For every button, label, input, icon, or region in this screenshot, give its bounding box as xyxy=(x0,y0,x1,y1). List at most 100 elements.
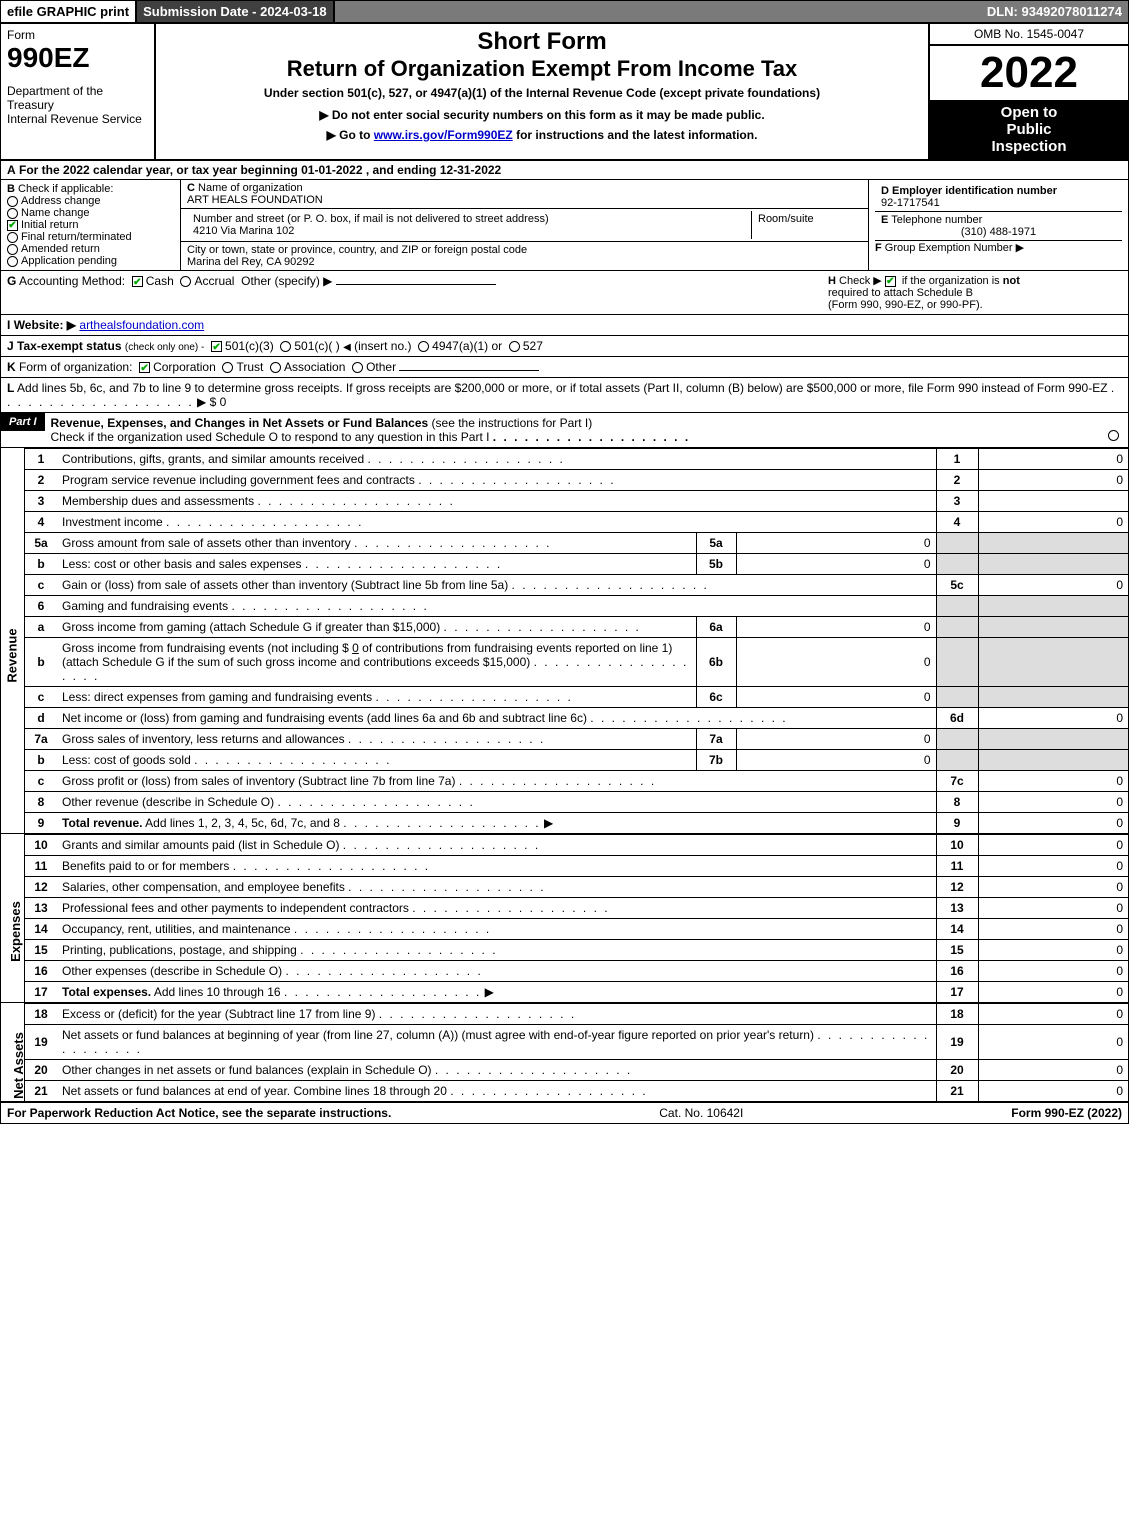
footer-cat: Cat. No. 10642I xyxy=(391,1106,1011,1120)
checkbox-4947[interactable] xyxy=(418,341,429,352)
right-line-number: 21 xyxy=(936,1081,978,1102)
checkbox-app-pending[interactable] xyxy=(7,256,18,267)
line-K: K Form of organization: Corporation Trus… xyxy=(1,357,1128,378)
checkbox-H[interactable] xyxy=(885,276,896,287)
table-row: 2Program service revenue including gover… xyxy=(25,470,1128,491)
checkbox-addr-change[interactable] xyxy=(7,196,18,207)
right-line-number: 12 xyxy=(936,877,978,898)
line-number: a xyxy=(25,617,57,638)
line-desc: Total revenue. Add lines 1, 2, 3, 4, 5c,… xyxy=(57,813,936,834)
checkbox-accrual[interactable] xyxy=(180,276,191,287)
line-desc: Gross profit or (loss) from sales of inv… xyxy=(57,771,936,792)
right-line-number: 16 xyxy=(936,961,978,982)
B-label: B xyxy=(7,183,15,195)
table-row: 3Membership dues and assessments 3 xyxy=(25,491,1128,512)
checkbox-corp[interactable] xyxy=(139,362,150,373)
checkbox-trust[interactable] xyxy=(222,362,233,373)
line-number: 10 xyxy=(25,835,57,856)
checkbox-501c3[interactable] xyxy=(211,341,222,352)
table-row: 11Benefits paid to or for members 110 xyxy=(25,856,1128,877)
footer-form-pre: Form xyxy=(1011,1106,1044,1120)
line-number: 11 xyxy=(25,856,57,877)
right-line-value: 0 xyxy=(978,961,1128,982)
right-line-value: 0 xyxy=(978,1081,1128,1102)
right-line-number: 5c xyxy=(936,575,978,596)
sub-line-number: 5a xyxy=(696,533,736,554)
right-num-shade xyxy=(936,533,978,554)
line-desc: Printing, publications, postage, and shi… xyxy=(57,940,936,961)
table-row: cGross profit or (loss) from sales of in… xyxy=(25,771,1128,792)
line-number: 13 xyxy=(25,898,57,919)
line-desc: Less: cost of goods sold xyxy=(57,750,696,771)
line-number: 17 xyxy=(25,982,57,1003)
table-row: 10Grants and similar amounts paid (list … xyxy=(25,835,1128,856)
checkbox-assoc[interactable] xyxy=(270,362,281,373)
checkbox-amended[interactable] xyxy=(7,244,18,255)
line-desc: Membership dues and assessments xyxy=(57,491,936,512)
checkbox-name-change[interactable] xyxy=(7,208,18,219)
city: Marina del Rey, CA 90292 xyxy=(187,256,315,268)
phone-row: E Telephone number (310) 488-1971 xyxy=(875,212,1122,241)
right-line-number: 14 xyxy=(936,919,978,940)
footer: For Paperwork Reduction Act Notice, see … xyxy=(1,1103,1128,1123)
right-line-number: 6d xyxy=(936,708,978,729)
right-line-value: 0 xyxy=(978,792,1128,813)
section-A: A For the 2022 calendar year, or tax yea… xyxy=(1,161,1128,180)
line-number: 6 xyxy=(25,596,57,617)
footer-right: Form 990-EZ (2022) xyxy=(1011,1106,1122,1120)
K-label: K xyxy=(7,360,16,374)
goto-pre: ▶ Go to xyxy=(327,128,374,142)
insert-no: (insert no.) xyxy=(354,339,411,353)
website-lbl: Website: ▶ xyxy=(14,318,76,332)
checkbox-527[interactable] xyxy=(509,341,520,352)
line-desc: Other expenses (describe in Schedule O) xyxy=(57,961,936,982)
checkbox-initial-return[interactable] xyxy=(7,220,18,231)
right-num-shade xyxy=(936,596,978,617)
checkbox-final-return[interactable] xyxy=(7,232,18,243)
line-desc: Salaries, other compensation, and employ… xyxy=(57,877,936,898)
revenue-section: Revenue 1Contributions, gifts, grants, a… xyxy=(1,448,1128,834)
line-number: 4 xyxy=(25,512,57,533)
table-row: 17Total expenses. Add lines 10 through 1… xyxy=(25,982,1128,1003)
right-num-shade xyxy=(936,638,978,687)
checkbox-cash[interactable] xyxy=(132,276,143,287)
other-blank[interactable] xyxy=(336,284,496,285)
H-label: H xyxy=(828,275,836,287)
website-link[interactable]: arthealsfoundation.com xyxy=(79,318,204,332)
table-row: 18Excess or (deficit) for the year (Subt… xyxy=(25,1004,1128,1025)
checkbox-501c[interactable] xyxy=(280,341,291,352)
amended: Amended return xyxy=(21,243,100,255)
part-I-title2: (see the instructions for Part I) xyxy=(432,416,593,430)
tax-exempt-lbl: Tax-exempt status xyxy=(17,339,121,353)
sub-line-value: 0 xyxy=(736,750,936,771)
sub-line-value: 0 xyxy=(736,638,936,687)
top-bar: efile GRAPHIC print Submission Date - 20… xyxy=(1,1,1128,22)
addr-change: Address change xyxy=(21,195,101,207)
right-line-value: 0 xyxy=(978,835,1128,856)
right-line-number: 3 xyxy=(936,491,978,512)
line-number: 5a xyxy=(25,533,57,554)
irs-label: Internal Revenue Service xyxy=(7,112,148,126)
F-label: F xyxy=(875,242,882,254)
right-line-value: 0 xyxy=(978,982,1128,1003)
ein-row: D Employer identification number 92-1717… xyxy=(875,183,1122,212)
checkbox-other-org[interactable] xyxy=(352,362,363,373)
efile-print[interactable]: efile GRAPHIC print xyxy=(1,1,137,22)
right-line-number: 8 xyxy=(936,792,978,813)
checkbox-schedO[interactable] xyxy=(1108,430,1119,441)
table-row: 5aGross amount from sale of assets other… xyxy=(25,533,1128,554)
part-I-checkif: Check if the organization used Schedule … xyxy=(51,430,490,444)
line-G-H: G Accounting Method: Cash Accrual Other … xyxy=(1,271,1128,315)
header-right: OMB No. 1545-0047 2022 Open to Public In… xyxy=(928,24,1128,159)
right-line-value: 0 xyxy=(978,940,1128,961)
right-line-value: 0 xyxy=(978,771,1128,792)
netassets-section: Net Assets 18Excess or (deficit) for the… xyxy=(1,1003,1128,1103)
other-org-blank[interactable] xyxy=(399,370,539,371)
sub-line-number: 7a xyxy=(696,729,736,750)
line-desc: Other changes in net assets or fund bala… xyxy=(57,1060,936,1081)
irs-link[interactable]: www.irs.gov/Form990EZ xyxy=(374,128,513,142)
submission-date: Submission Date - 2024-03-18 xyxy=(137,1,335,22)
table-row: cLess: direct expenses from gaming and f… xyxy=(25,687,1128,708)
sub-line-number: 5b xyxy=(696,554,736,575)
line-desc: Gross sales of inventory, less returns a… xyxy=(57,729,696,750)
